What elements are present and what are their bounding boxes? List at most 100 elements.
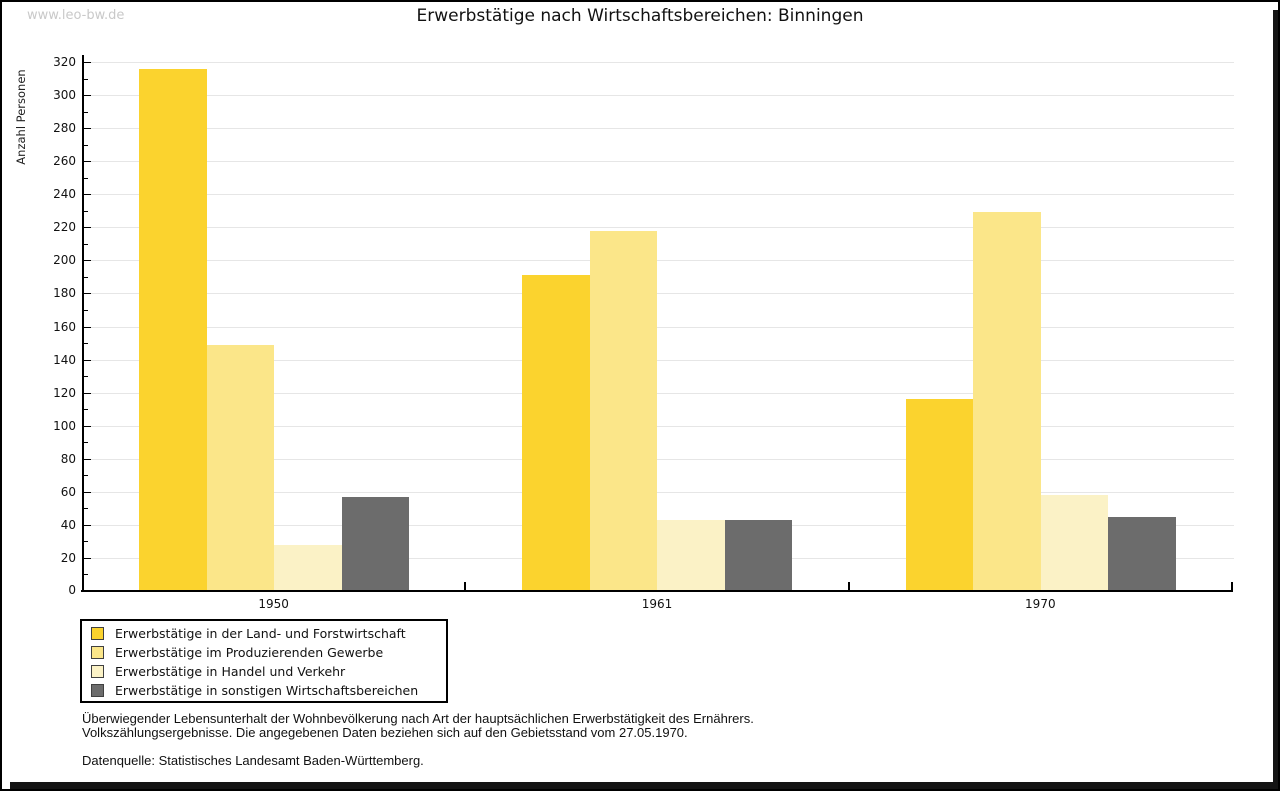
legend-label-4: Erwerbstätige in sonstigen Wirtschaftsbe… — [115, 683, 419, 698]
y-tick-label-240: 240 — [53, 187, 76, 202]
legend-item-1: Erwerbstätige in der Land- und Forstwirt… — [82, 624, 446, 643]
legend-item-3: Erwerbstätige in Handel und Verkehr — [82, 662, 446, 681]
footnotes: Überwiegender Lebensunterhalt der Wohnbe… — [82, 712, 754, 740]
y-minor-tick-30 — [84, 541, 88, 543]
bar-1961-series-4 — [724, 519, 793, 591]
right-shadow — [1273, 10, 1278, 789]
watermark: www.leo-bw.de — [27, 8, 125, 23]
y-major-tick-320 — [84, 62, 91, 63]
y-minor-tick-70 — [84, 475, 88, 477]
y-tick-label-160: 160 — [53, 319, 76, 334]
gridline-220 — [84, 227, 1234, 229]
x-category-label-1970: 1970 — [1025, 597, 1056, 611]
gridline-300 — [84, 95, 1234, 97]
legend-swatch-4 — [91, 684, 104, 697]
y-minor-tick-190 — [84, 276, 88, 278]
y-minor-tick-250 — [84, 177, 88, 179]
x-category-label-1950: 1950 — [258, 597, 289, 611]
gridline-60 — [84, 491, 1234, 493]
footnote-line-2: Volkszählungsergebnisse. Die angegebenen… — [82, 725, 688, 740]
gridline-320 — [84, 62, 1234, 63]
y-major-tick-180 — [84, 293, 91, 295]
footnote-line-1: Überwiegender Lebensunterhalt der Wohnbe… — [82, 711, 754, 726]
y-major-tick-280 — [84, 128, 91, 130]
y-tick-label-200: 200 — [53, 253, 76, 268]
y-tick-label-220: 220 — [53, 220, 76, 235]
legend-label-1: Erwerbstätige in der Land- und Forstwirt… — [115, 626, 406, 641]
legend-swatch-3 — [91, 665, 104, 678]
y-tick-label-140: 140 — [53, 352, 76, 367]
x-axis-line — [81, 590, 1233, 592]
y-tick-label-0: 0 — [68, 583, 76, 597]
legend-label-3: Erwerbstätige in Handel und Verkehr — [115, 664, 346, 679]
gridline-180 — [84, 293, 1234, 295]
x-boundary-tick-2 — [847, 582, 850, 591]
y-minor-tick-50 — [84, 508, 88, 510]
bar-1961-series-2 — [589, 230, 658, 591]
y-major-tick-220 — [84, 227, 91, 229]
gridline-100 — [84, 425, 1234, 427]
gridline-200 — [84, 260, 1234, 262]
bar-1950-series-2 — [206, 344, 274, 591]
y-axis-label: Anzahl Personen — [14, 69, 28, 165]
gridline-240 — [84, 194, 1234, 196]
y-minor-tick-170 — [84, 309, 88, 311]
y-major-tick-100 — [84, 425, 91, 427]
y-minor-tick-270 — [84, 144, 88, 146]
bar-1970-series-3 — [1040, 495, 1109, 591]
gridline-260 — [84, 161, 1234, 163]
y-minor-tick-110 — [84, 409, 88, 411]
y-major-tick-120 — [84, 392, 91, 394]
gridline-80 — [84, 458, 1234, 460]
y-tick-label-280: 280 — [53, 121, 76, 136]
y-tick-label-40: 40 — [60, 517, 76, 532]
y-tick-label-300: 300 — [53, 88, 76, 103]
y-tick-label-320: 320 — [53, 55, 76, 69]
bar-1950-series-1 — [139, 68, 207, 591]
x-category-label-1961: 1961 — [641, 597, 673, 611]
chart-title: Erwerbstätige nach Wirtschaftsbereichen:… — [416, 6, 864, 26]
y-major-tick-80 — [84, 458, 91, 460]
y-minor-tick-90 — [84, 442, 88, 444]
y-major-tick-200 — [84, 260, 91, 262]
legend-swatch-2 — [91, 646, 104, 659]
bar-1970-series-2 — [973, 212, 1041, 591]
y-major-tick-20 — [84, 557, 91, 559]
legend: Erwerbstätige in der Land- und Forstwirt… — [80, 619, 448, 703]
gridline-280 — [84, 128, 1234, 130]
gridline-120 — [84, 392, 1234, 394]
y-axis-line — [82, 55, 84, 592]
bar-1950-series-3 — [274, 544, 342, 591]
y-major-tick-140 — [84, 359, 91, 361]
gridline-140 — [84, 359, 1234, 361]
y-minor-tick-290 — [84, 111, 88, 113]
y-tick-label-260: 260 — [53, 154, 76, 169]
y-tick-label-120: 120 — [53, 385, 76, 400]
y-minor-tick-10 — [84, 574, 88, 576]
y-minor-tick-210 — [84, 243, 88, 245]
x-boundary-tick-3 — [1231, 582, 1233, 591]
y-major-tick-300 — [84, 95, 91, 97]
legend-item-2: Erwerbstätige im Produzierenden Gewerbe — [82, 643, 446, 662]
y-major-tick-60 — [84, 491, 91, 493]
y-tick-label-180: 180 — [53, 286, 76, 301]
bar-1970-series-1 — [905, 399, 974, 591]
bottom-shadow — [10, 782, 1278, 789]
y-major-tick-40 — [84, 524, 91, 526]
y-tick-label-100: 100 — [53, 418, 76, 433]
y-minor-tick-130 — [84, 376, 88, 378]
bar-1961-series-3 — [657, 519, 725, 591]
y-major-tick-240 — [84, 194, 91, 196]
bar-1950-series-4 — [341, 496, 409, 591]
y-minor-tick-150 — [84, 343, 88, 345]
y-major-tick-260 — [84, 161, 91, 163]
legend-label-2: Erwerbstätige im Produzierenden Gewerbe — [115, 645, 384, 660]
x-boundary-tick-1 — [464, 582, 467, 591]
y-tick-label-60: 60 — [60, 484, 76, 499]
y-tick-label-20: 20 — [60, 550, 76, 565]
bar-1961-series-1 — [522, 275, 590, 591]
y-minor-tick-230 — [84, 210, 88, 212]
legend-swatch-1 — [91, 627, 104, 640]
legend-item-4: Erwerbstätige in sonstigen Wirtschaftsbe… — [82, 681, 446, 700]
gridline-160 — [84, 326, 1234, 328]
